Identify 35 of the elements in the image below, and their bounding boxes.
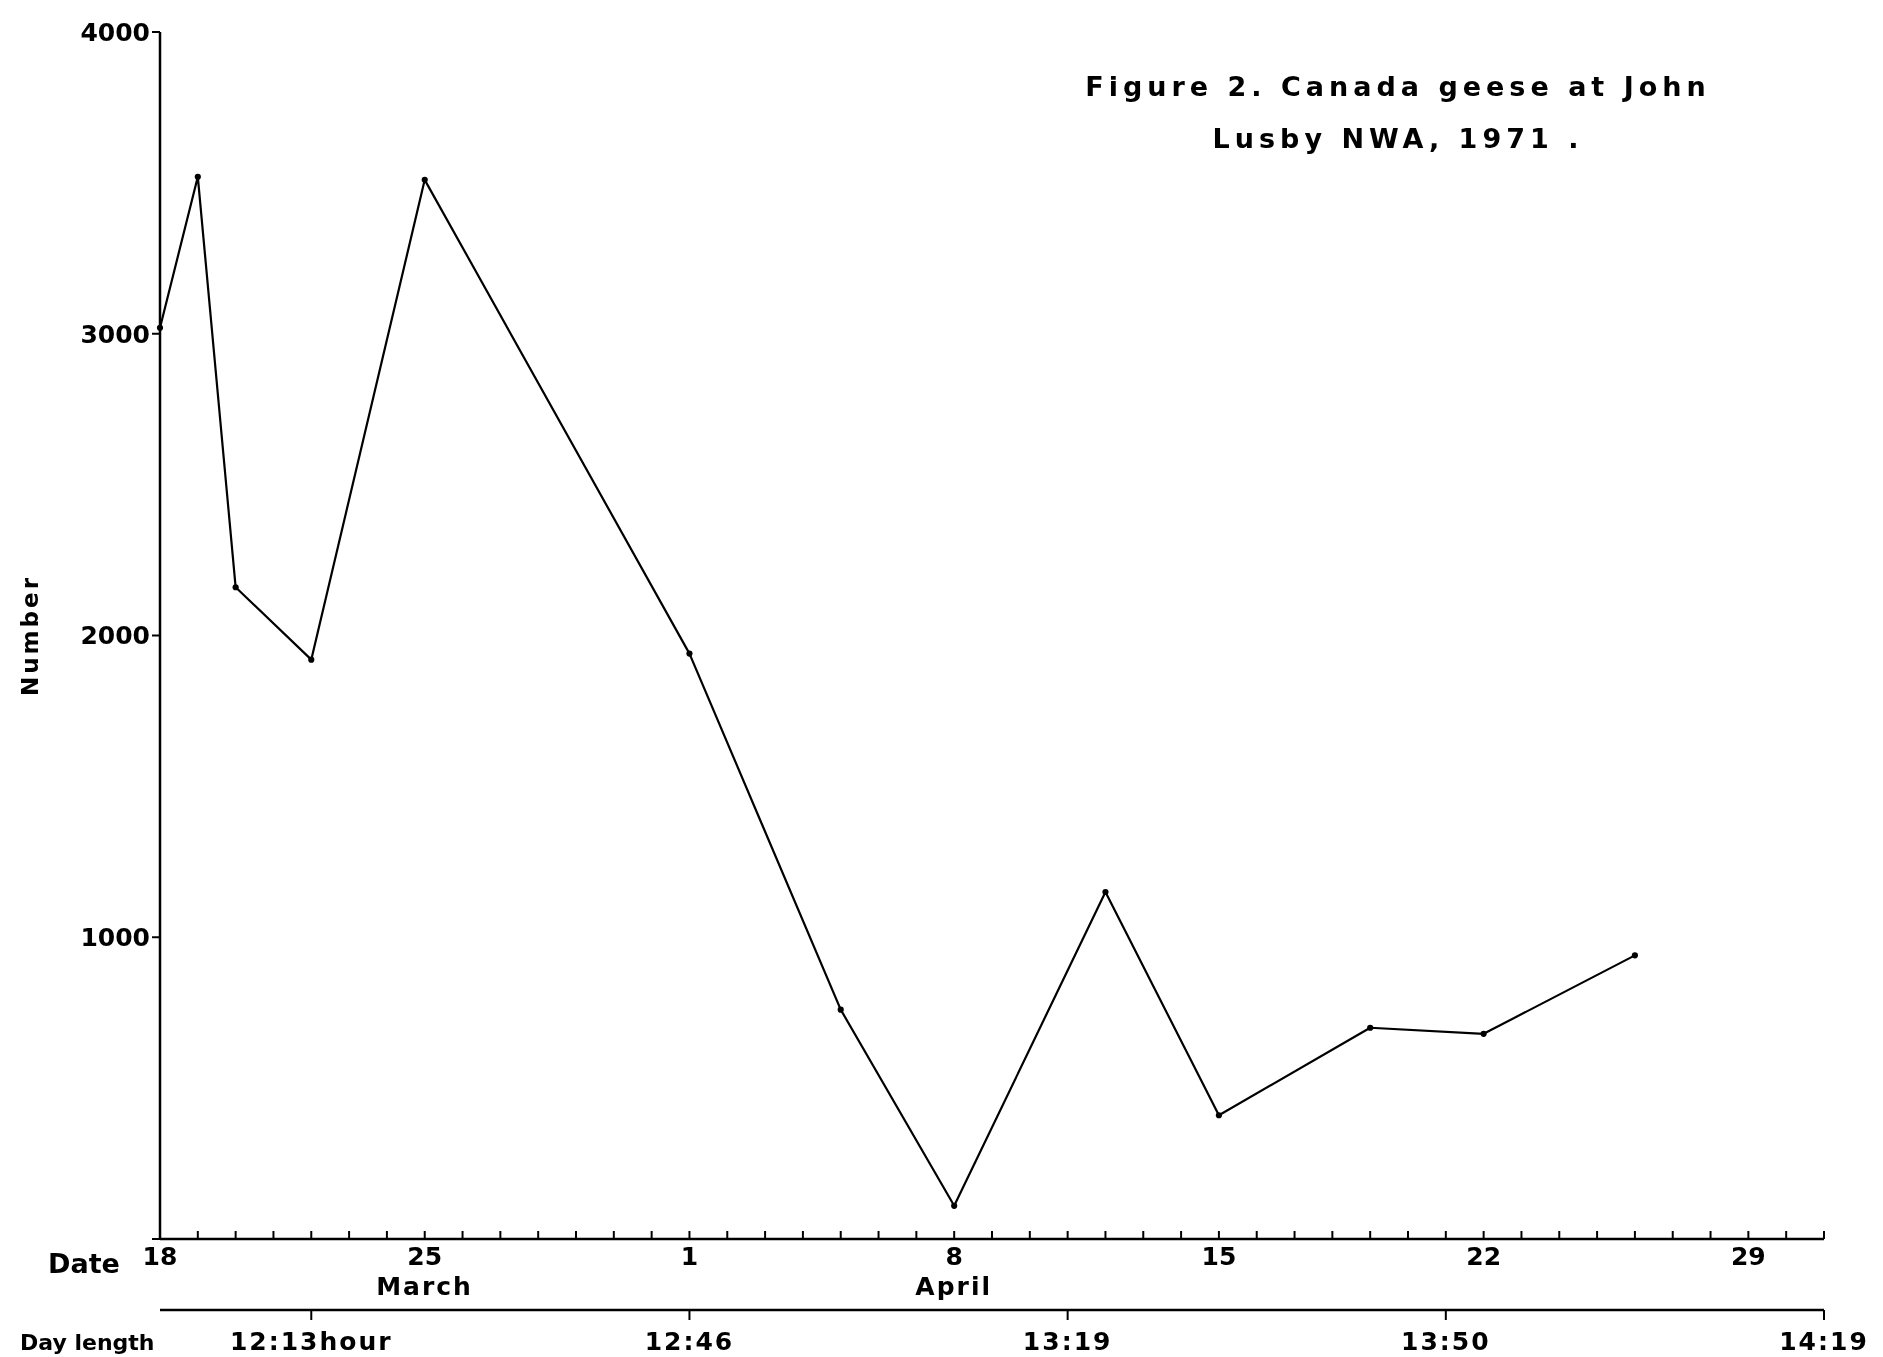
x-tick-label: 15	[1201, 1242, 1237, 1271]
point	[232, 584, 239, 591]
text: March	[376, 1272, 473, 1301]
y-axis-title: Number	[17, 575, 43, 696]
x-tick-label: 1	[680, 1242, 699, 1271]
y-tick-label: 2000	[80, 621, 150, 651]
x-tick-label: 25	[407, 1242, 443, 1271]
point	[837, 1006, 844, 1013]
point	[1631, 952, 1638, 959]
point	[686, 650, 693, 657]
point	[951, 1202, 958, 1209]
point	[156, 324, 164, 331]
point	[194, 173, 201, 180]
point	[1102, 888, 1109, 896]
y-tick-label: 4000	[80, 17, 150, 47]
text: Figure 2. Canada geese at John Lusby NWA, 1971 .	[1085, 71, 1711, 154]
point	[1215, 1112, 1222, 1119]
point	[421, 176, 428, 183]
point	[308, 656, 315, 663]
y-tick-label: 1000	[80, 923, 150, 952]
x-tick-label: 18	[142, 1242, 178, 1271]
text: April	[915, 1272, 993, 1301]
x-tick-label: 22	[1466, 1242, 1502, 1271]
x2-tick-label: 13:50	[1401, 1327, 1491, 1356]
x2-tick-label: 12:46	[644, 1327, 735, 1356]
x2-tick-label: 13:19	[1022, 1327, 1113, 1356]
y-tick-label: 3000	[80, 319, 150, 349]
x2-tick-label: 14:19	[1779, 1327, 1869, 1356]
x2-axis-title: Day length	[20, 1330, 155, 1355]
x-tick-label: 8	[945, 1242, 963, 1271]
x-tick-label: 29	[1730, 1242, 1766, 1271]
point	[1480, 1030, 1487, 1037]
point	[1367, 1024, 1374, 1031]
x-axis-title: Date	[48, 1248, 120, 1279]
x2-tick-label: 12:13hour	[229, 1327, 393, 1356]
